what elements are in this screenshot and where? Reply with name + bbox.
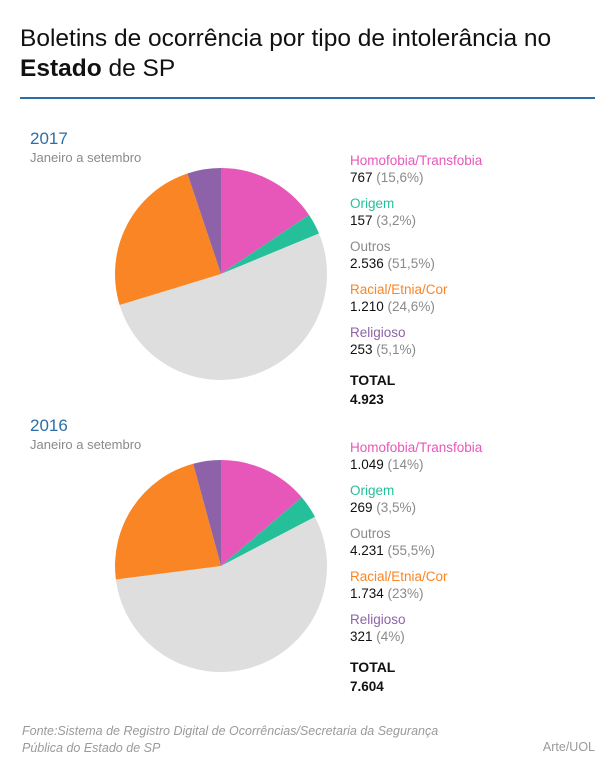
- legend-item-origem: Origem 157 (3,2%): [350, 195, 416, 229]
- chart-title: Boletins de ocorrência por tipo de intol…: [20, 25, 552, 82]
- legend-count: 253: [350, 342, 377, 357]
- legend-percent: (24,6%): [387, 299, 435, 314]
- pie-chart-2017: [114, 168, 327, 380]
- legend-item-religioso: Religioso 321 (4%): [350, 611, 406, 645]
- legend-count: 2.536: [350, 256, 388, 271]
- legend-count: 321: [350, 629, 377, 644]
- legend-label: Racial/Etnia/Cor: [350, 569, 448, 584]
- legend-label: Religioso: [350, 612, 406, 627]
- legend-value: 4.231 (55,5%): [350, 542, 435, 559]
- legend-count: 269: [350, 500, 377, 515]
- legend-item-origem: Origem 269 (3,5%): [350, 482, 416, 516]
- legend-label: Homofobia/Transfobia: [350, 153, 483, 168]
- legend-item-religioso: Religioso 253 (5,1%): [350, 324, 416, 358]
- legend-item-racial-etnia-cor: Racial/Etnia/Cor 1.210 (24,6%): [350, 281, 448, 315]
- pie-slice-homofobia-transfobia: [221, 168, 309, 274]
- year-2016-subtitle: Janeiro a setembro: [30, 437, 142, 452]
- legend-label: Origem: [350, 483, 395, 498]
- legend-item-outros: Outros 4.231 (55,5%): [350, 525, 435, 559]
- legend-count: 767: [350, 170, 377, 185]
- pie-slice-religioso: [187, 168, 221, 274]
- pie-slice-origem: [221, 214, 319, 274]
- legend-count: 1.210: [350, 299, 388, 314]
- pie-slice-outros: [119, 233, 327, 380]
- total-label: TOTAL: [350, 659, 396, 675]
- legend-value: 157 (3,2%): [350, 212, 416, 229]
- year-2017-subtitle: Janeiro a setembro: [30, 150, 142, 165]
- legend-value: 767 (15,6%): [350, 169, 482, 186]
- chart-title-bold: Estado: [20, 55, 102, 82]
- pie-slice-racial-etnia-cor: [114, 173, 221, 305]
- legend-percent: (14%): [387, 457, 424, 472]
- legend-value: 321 (4%): [350, 628, 406, 645]
- legend-percent: (23%): [387, 586, 424, 601]
- pie-slice-racial-etnia-cor: [115, 463, 221, 580]
- legend-value: 1.210 (24,6%): [350, 298, 448, 315]
- pie-chart-2016: [115, 460, 328, 673]
- legend-count: 157: [350, 213, 377, 228]
- legend-count: 1.049: [350, 457, 388, 472]
- total-label: TOTAL: [350, 372, 396, 388]
- legend-count: 4.231: [350, 543, 388, 558]
- credit: Arte/UOL: [542, 740, 595, 754]
- legend-item-homofobia-transfobia: Homofobia/Transfobia 1.049 (14%): [350, 439, 482, 473]
- year-2017-title: 2017: [30, 129, 68, 148]
- total-value: 4.923: [350, 392, 384, 407]
- legend-percent: (4%): [376, 629, 405, 644]
- legend-value: 253 (5,1%): [350, 341, 416, 358]
- legend-item-outros: Outros 2.536 (51,5%): [350, 238, 435, 272]
- year-2016-title: 2016: [30, 416, 68, 435]
- legend-label: Origem: [350, 196, 395, 211]
- legend-value: 1.049 (14%): [350, 456, 482, 473]
- legend-value: 2.536 (51,5%): [350, 255, 435, 272]
- legend-item-homofobia-transfobia: Homofobia/Transfobia 767 (15,6%): [350, 152, 482, 186]
- pie-slice-outros: [115, 516, 328, 673]
- legend-percent: (3,5%): [376, 500, 417, 515]
- legend-value: 1.734 (23%): [350, 585, 448, 602]
- legend-item-racial-etnia-cor: Racial/Etnia/Cor 1.734 (23%): [350, 568, 448, 602]
- source-note: Fonte:Sistema de Registro Digital de Oco…: [22, 724, 439, 755]
- legend-label: Religioso: [350, 325, 406, 340]
- legend-label: Outros: [350, 239, 391, 254]
- title-divider: [20, 97, 595, 99]
- legend-count: 1.734: [350, 586, 388, 601]
- pie-slice-origem: [221, 497, 315, 566]
- legend-value: 269 (3,5%): [350, 499, 416, 516]
- total-value: 7.604: [350, 679, 384, 694]
- legend-percent: (3,2%): [376, 213, 417, 228]
- legend-label: Homofobia/Transfobia: [350, 440, 483, 455]
- legend-percent: (5,1%): [376, 342, 417, 357]
- legend-percent: (15,6%): [376, 170, 424, 185]
- pie-slice-homofobia-transfobia: [221, 460, 302, 566]
- pie-slice-religioso: [193, 460, 221, 566]
- legend-label: Racial/Etnia/Cor: [350, 282, 448, 297]
- legend-label: Outros: [350, 526, 391, 541]
- legend-percent: (51,5%): [387, 256, 435, 271]
- legend-percent: (55,5%): [387, 543, 435, 558]
